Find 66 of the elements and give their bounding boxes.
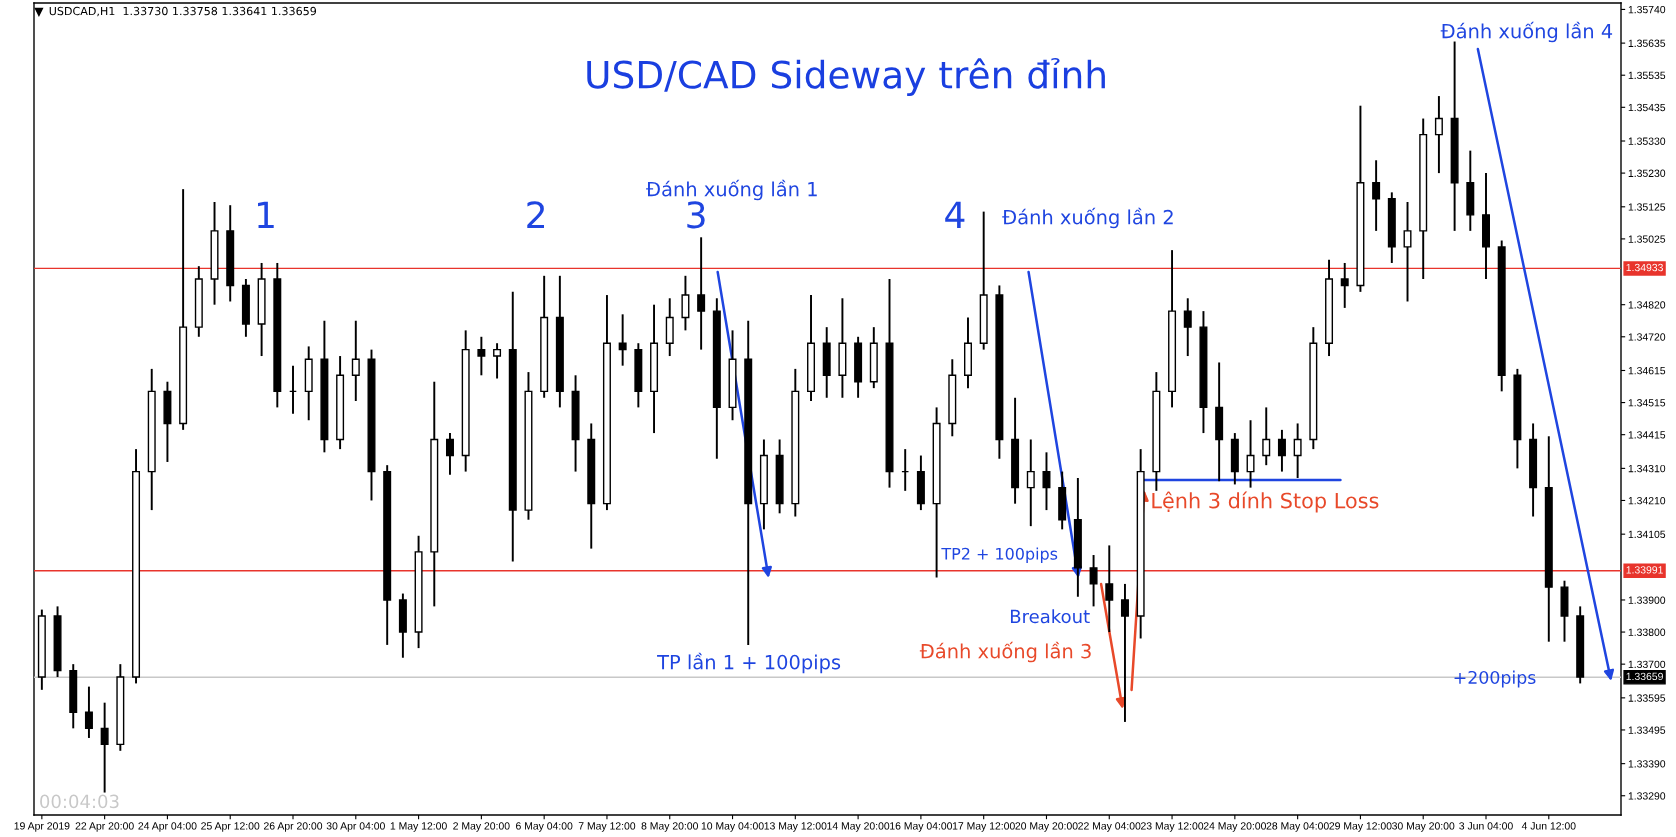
y-tick-label: 1.34310: [1628, 464, 1666, 473]
x-tick-label: 17 May 12:00: [952, 822, 1015, 832]
x-tick-label: 29 May 12:00: [1329, 822, 1392, 832]
annotation: 2: [527, 201, 544, 228]
annotation: 3: [687, 201, 705, 229]
y-tick-label: 1.35635: [1628, 39, 1666, 47]
x-tick-label: 13 May 12:00: [764, 822, 827, 832]
y-tick-label: 1.33290: [1628, 792, 1666, 800]
y-tick-label: 1.35330: [1628, 137, 1666, 145]
x-tick-label: 24 Apr 04:00: [138, 822, 197, 832]
y-tick-label: 1.35025: [1628, 235, 1666, 243]
x-tick-label: 19 Apr 2019: [14, 822, 70, 832]
text: USD/CAD Sideway trên đỉnh: [587, 57, 1105, 97]
annotation: TP2 + 100pips: [941, 547, 1058, 563]
y-tick-label: 1.35740: [1628, 5, 1666, 14]
annotation: USDCAD,H1 1.33730 1.33758 1.33641 1.33659: [49, 6, 317, 17]
x-tick-label: 10 May 04:00: [701, 822, 764, 832]
x-tick-label: 20 May 20:00: [1015, 822, 1078, 832]
x-tick-label: 4 Jun 12:00: [1521, 822, 1576, 830]
annotation: +200pips: [1454, 670, 1536, 688]
annotation: Lệnh 3 dính Stop Loss: [1152, 491, 1379, 513]
y-tick-label: 1.33390: [1628, 760, 1666, 768]
x-tick-label: 28 May 04:00: [1266, 822, 1329, 832]
y-tick-label: 1.35230: [1628, 169, 1666, 177]
y-tick-label: 1.34615: [1628, 366, 1666, 375]
x-tick-label: 8 May 20:00: [641, 822, 698, 832]
x-tick-label: 2 May 20:00: [453, 822, 510, 832]
annotation: Đánh xuống lần 3: [919, 641, 1091, 663]
x-tick-label: 1 May 12:00: [390, 822, 447, 832]
y-tick-label: 1.34720: [1628, 333, 1666, 341]
x-tick-label: 23 May 12:00: [1141, 822, 1204, 832]
x-tick-label: 30 May 20:00: [1392, 822, 1455, 832]
y-tick-label: 1.34105: [1628, 530, 1666, 539]
annotation: 4: [945, 201, 965, 228]
y-tick-label: 1.34210: [1628, 496, 1666, 505]
annotation: Đánh xuống lần 4: [1440, 21, 1613, 43]
x-tick-label: 14 May 20:00: [827, 822, 890, 832]
annotation: Đánh xuống lần 1: [646, 179, 817, 201]
y-tick-label: 1.35435: [1628, 103, 1666, 112]
y-tick-label: 1.34820: [1628, 301, 1666, 309]
y-tick-label: 1.33495: [1628, 726, 1666, 734]
y-tick-label: 1.33595: [1628, 694, 1666, 702]
x-tick-label: 24 May 20:00: [1203, 822, 1266, 832]
y-tick-label: 1.33700: [1628, 660, 1666, 669]
y-tick-label: 1.33900: [1628, 596, 1666, 604]
annotation: 1: [258, 201, 274, 228]
y-tick-label: 1.35125: [1628, 203, 1666, 211]
x-tick-label: 25 Apr 12:00: [201, 822, 260, 832]
x-tick-label: 16 May 04:00: [890, 822, 953, 832]
x-tick-label: 22 May 04:00: [1078, 822, 1141, 832]
annotation: Đánh xuống lần 2: [1002, 207, 1173, 229]
ref-line-label: 1.33659: [1626, 672, 1663, 681]
x-tick-label: 7 May 12:00: [578, 822, 636, 832]
annotation: Breakout: [1010, 609, 1090, 624]
y-tick-label: 1.35535: [1628, 71, 1666, 80]
ref-line-label: 1.34933: [1626, 263, 1663, 272]
ref-line-label: 1.33991: [1626, 566, 1663, 574]
x-tick-label: 30 Apr 04:00: [326, 822, 385, 832]
annotation: TP lần 1 + 100pips: [657, 652, 841, 674]
x-tick-label: 26 Apr 20:00: [263, 822, 323, 832]
y-tick-label: 1.34415: [1628, 431, 1666, 439]
x-tick-label: 22 Apr 20:00: [75, 822, 134, 832]
x-tick-label: 6 May 04:00: [516, 822, 573, 832]
y-tick-label: 1.34515: [1628, 399, 1666, 407]
y-tick-label: 1.33800: [1628, 628, 1666, 636]
x-tick-label: 3 Jun 04:00: [1459, 822, 1513, 830]
